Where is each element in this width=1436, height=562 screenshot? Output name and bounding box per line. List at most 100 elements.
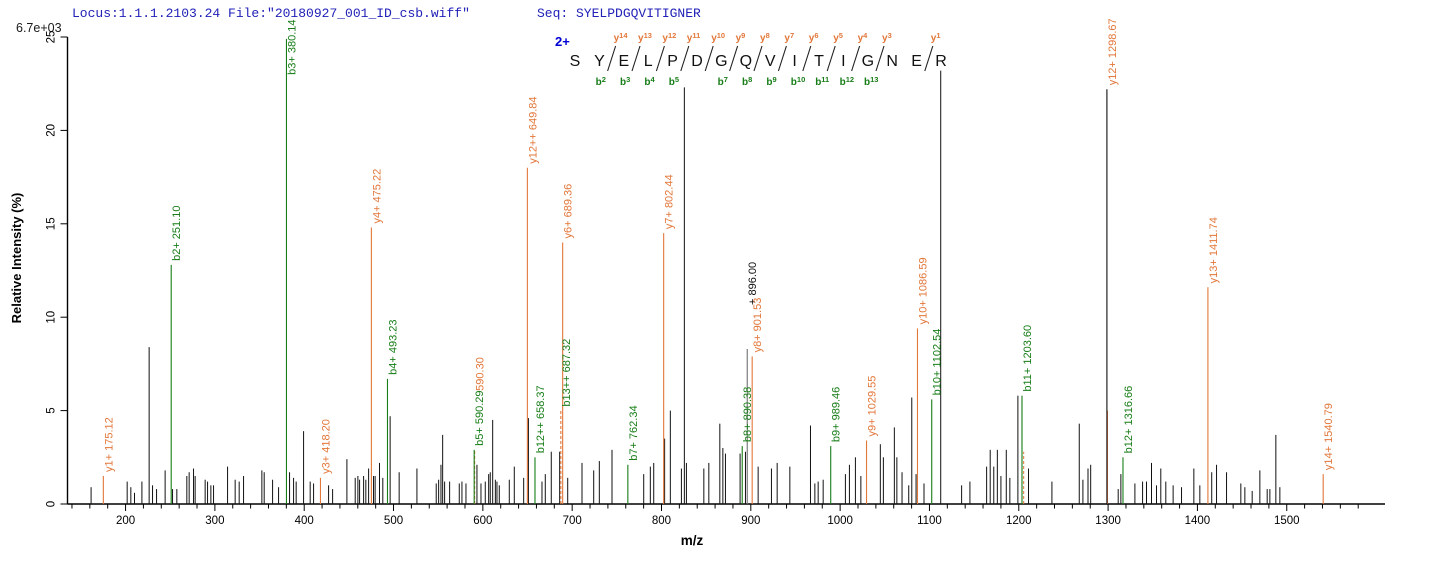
y-ion-marker: y8 — [760, 31, 770, 44]
peak-label: y6+ 689.36 — [563, 184, 575, 239]
cleavage-slash — [704, 45, 714, 72]
axes-layer: 200 300 400 500 600 700 800 900 1000 1100 1200 1300… — [46, 31, 1385, 527]
x-tick-label: 500 — [384, 515, 403, 527]
residue-letter: T — [814, 53, 824, 70]
peak-label: b13++ 687.32 — [561, 339, 573, 407]
residue-letter: S — [570, 53, 581, 70]
b-ion-marker: b4 — [644, 75, 655, 88]
cleavage-slash — [729, 45, 739, 72]
peak-label: b5+ 590.29 — [474, 390, 486, 445]
b-ion-marker: b9 — [766, 75, 776, 88]
residue-letter: Q — [740, 53, 752, 70]
b-ion-marker: b3 — [620, 75, 630, 88]
y-tick-label: 10 — [46, 311, 58, 324]
y-tick-label: 5 — [46, 407, 58, 413]
charge-state-label: 2+ — [555, 34, 570, 49]
y-ion-marker: y6 — [809, 31, 819, 44]
x-axis-title: m/z — [681, 533, 704, 548]
residue-letter: D — [691, 53, 703, 70]
b-ion-marker: b12 — [840, 75, 854, 88]
residue-letter: E — [911, 53, 922, 70]
peak-label: b12++ 658.37 — [535, 385, 547, 453]
residue-letter: Y — [594, 53, 605, 70]
residue-letter: N — [886, 53, 898, 70]
cleavage-slash — [631, 45, 641, 72]
x-tick-label: 400 — [295, 515, 314, 527]
residue-letter: I — [792, 53, 796, 70]
peak-label: b4+ 493.23 — [387, 319, 399, 374]
peak-label: + 896.00 — [747, 262, 759, 305]
x-tick-label: 1200 — [1006, 515, 1032, 527]
peak-label: b2+ 251.10 — [171, 206, 183, 261]
peak-label: y12+ 1298.67 — [1107, 18, 1119, 85]
y-ion-marker: y13 — [638, 31, 652, 44]
peak-label: b3+ 380.14 — [286, 19, 298, 74]
y-ion-marker: y11 — [687, 31, 701, 44]
peak-label: b12+ 1316.66 — [1123, 386, 1135, 454]
residue-letter: E — [618, 53, 629, 70]
x-tick-label: 900 — [741, 515, 760, 527]
x-tick-label: 1100 — [917, 515, 942, 527]
cleavage-slash — [655, 45, 665, 72]
b-ion-marker: b13 — [864, 75, 878, 88]
peak-label: y13+ 1411.74 — [1208, 217, 1220, 283]
y-ion-marker: y10 — [711, 31, 725, 44]
y-ion-marker: y14 — [614, 31, 629, 44]
peak-label: y14+ 1540.79 — [1323, 403, 1335, 470]
residue-letter: P — [667, 53, 678, 70]
cleavage-slash — [777, 45, 787, 72]
x-tick-label: 300 — [205, 515, 224, 527]
x-tick-label: 600 — [473, 515, 492, 527]
cleavage-slash — [875, 45, 885, 72]
peak-label: y12++ 649.84 — [527, 96, 539, 163]
x-tick-label: 1400 — [1185, 515, 1211, 527]
residue-letter: G — [715, 53, 727, 70]
y-tick-label: 20 — [46, 124, 58, 137]
y-ion-marker: y7 — [784, 31, 794, 44]
peak-label: y4+ 475.22 — [371, 169, 383, 224]
locus-file-label: Locus:1.1.1.2103.24 File:"20180927_001_I… — [72, 6, 470, 21]
cleavage-slash — [802, 45, 812, 72]
x-tick-label: 200 — [116, 515, 135, 527]
x-tick-label: 800 — [652, 515, 671, 527]
cleavage-slash — [826, 45, 836, 72]
y-tick-label: 25 — [46, 31, 58, 44]
peak-label: b8+ 890.38 — [742, 387, 754, 442]
y-tick-label: 0 — [46, 501, 58, 507]
y-ion-marker: y4 — [858, 31, 869, 44]
y-ion-marker: y1 — [931, 31, 941, 44]
b-ion-marker: b2 — [596, 75, 606, 88]
max-intensity-label: 6.7e+03 — [16, 21, 62, 35]
peak-label: b7+ 762.34 — [628, 405, 640, 460]
b-ion-marker: b7 — [718, 75, 728, 88]
y-axis-title: Relative Intensity (%) — [9, 193, 24, 324]
y-ion-marker: y5 — [833, 31, 843, 44]
y-ion-marker: y3 — [882, 31, 892, 44]
peak-label: y3+ 418.20 — [320, 419, 332, 474]
residue-letter: V — [765, 53, 776, 70]
y-tick-label: 15 — [46, 217, 58, 230]
residue-letter: R — [935, 53, 947, 70]
peak-label: y1+ 175.12 — [103, 417, 115, 472]
residue-letter: G — [862, 53, 874, 70]
cleavage-slash — [607, 45, 617, 72]
peak-label: b10+ 1102.54 — [932, 329, 944, 396]
x-tick-label: 1500 — [1274, 515, 1300, 527]
peak-label: y10+ 1086.59 — [917, 257, 929, 324]
b-ion-marker: b10 — [791, 75, 805, 88]
cleavage-slash — [924, 45, 934, 72]
y-ion-marker: y12 — [662, 31, 676, 44]
x-tick-label: 1300 — [1095, 515, 1121, 527]
peak-label: 590.30 — [475, 357, 487, 391]
peak-label: b11+ 1203.60 — [1022, 325, 1034, 392]
b-ion-marker: b5 — [669, 75, 679, 88]
x-tick-label: 700 — [563, 515, 582, 527]
sequence-header-label: Seq: SYELPDGQVITIGNER — [537, 6, 701, 21]
y-ion-marker: y9 — [736, 31, 746, 44]
peaks-layer — [90, 38, 1324, 504]
cleavage-slash — [851, 45, 861, 72]
peak-label: y8+ 901.53 — [752, 298, 764, 353]
peak-label: y7+ 802.44 — [664, 174, 676, 229]
